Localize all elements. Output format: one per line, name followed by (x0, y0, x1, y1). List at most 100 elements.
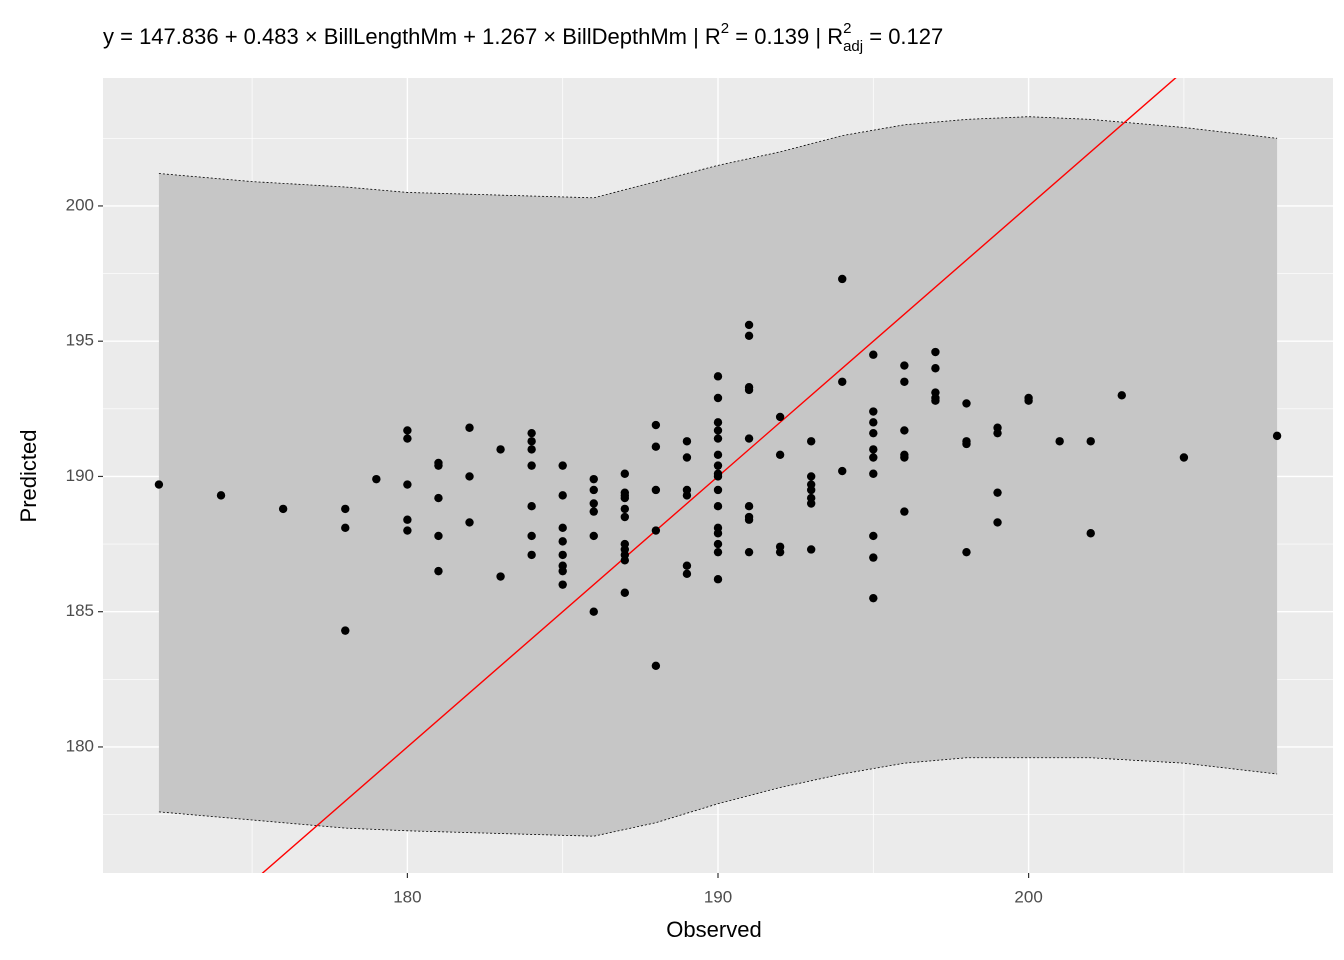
point (434, 461, 443, 470)
point (558, 523, 567, 533)
point (744, 434, 754, 443)
point (713, 434, 723, 443)
point (713, 529, 723, 538)
point (869, 407, 878, 416)
point (900, 377, 909, 386)
point (931, 347, 940, 357)
point (341, 626, 350, 635)
point (558, 580, 567, 589)
point (465, 518, 474, 527)
band-lower-edge (158, 757, 1278, 837)
title-part: 2 (843, 20, 851, 37)
point (496, 572, 505, 581)
point (620, 469, 630, 478)
point (993, 488, 1002, 497)
point (589, 507, 598, 516)
point (403, 515, 412, 524)
point (1024, 396, 1033, 405)
point (465, 472, 474, 481)
plot-area (154, 78, 1282, 873)
point (589, 499, 598, 508)
axes: 180 190 200 180 185 190 195 200 (66, 195, 1043, 906)
point (900, 507, 909, 516)
point (931, 364, 940, 373)
point (527, 437, 536, 446)
point (806, 499, 816, 508)
title-part: adj (843, 38, 863, 55)
point (651, 526, 661, 535)
title-part: = 0.139 | R (729, 24, 843, 49)
y-tick-label: 200 (66, 195, 94, 214)
point (620, 588, 630, 597)
point (527, 531, 536, 541)
point (806, 545, 816, 554)
point (651, 420, 661, 430)
point (962, 439, 971, 449)
point (216, 491, 226, 500)
point (403, 526, 412, 535)
point (713, 547, 723, 557)
point (713, 393, 723, 403)
y-axis-title: Predicted (16, 430, 41, 523)
point (651, 485, 661, 495)
point (527, 445, 536, 454)
point (744, 502, 754, 511)
point (962, 547, 971, 557)
point (527, 550, 536, 560)
point (589, 474, 598, 484)
point (620, 504, 630, 514)
point (869, 428, 878, 438)
point (1272, 431, 1282, 441)
title-part: 2 (721, 20, 729, 37)
point (869, 418, 878, 427)
point (1179, 453, 1189, 462)
point (869, 350, 878, 359)
title-part: = 0.127 (863, 24, 943, 49)
point (651, 661, 661, 670)
point (434, 566, 443, 576)
point (869, 553, 878, 562)
point (713, 502, 723, 511)
point (713, 461, 723, 470)
x-tick-label: 180 (393, 887, 421, 906)
point (620, 556, 630, 565)
point (496, 445, 505, 454)
chart-title: y = 147.836 + 0.483 × BillLengthMm + 1.2… (103, 20, 943, 55)
x-tick-label: 190 (704, 887, 732, 906)
point (869, 469, 878, 478)
point (589, 607, 598, 616)
point (434, 493, 443, 503)
point (341, 504, 350, 514)
point (558, 537, 567, 546)
point (682, 491, 692, 500)
point (900, 453, 909, 462)
y-tick-label: 190 (66, 466, 94, 485)
point (1086, 529, 1095, 538)
point (900, 361, 909, 370)
point (341, 523, 350, 533)
point (713, 450, 723, 460)
point (527, 461, 536, 470)
point (682, 561, 692, 570)
point (651, 442, 661, 451)
point (403, 426, 412, 435)
point (744, 515, 754, 524)
point (403, 434, 412, 443)
point (713, 426, 723, 435)
point (1055, 437, 1064, 446)
point (775, 412, 785, 422)
point (713, 472, 723, 481)
point (278, 504, 288, 514)
point (806, 485, 816, 495)
point (589, 531, 598, 541)
point (465, 423, 474, 432)
point (900, 426, 909, 435)
point (744, 547, 754, 557)
point (838, 377, 847, 386)
point (558, 566, 567, 576)
point (682, 437, 692, 446)
point (993, 428, 1002, 438)
point (434, 531, 443, 541)
y-tick-label: 195 (66, 331, 94, 350)
